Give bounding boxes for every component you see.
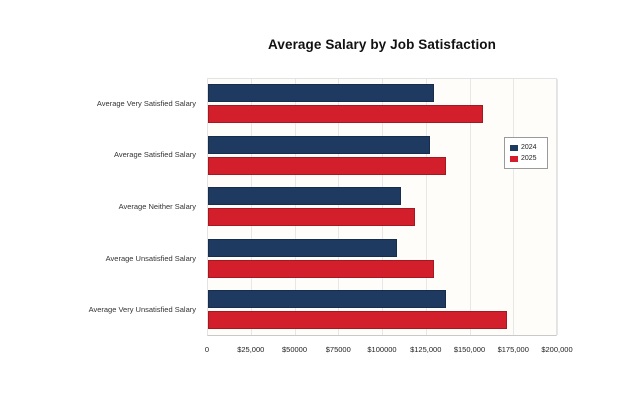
x-tick-label: $200,000: [541, 345, 573, 354]
bar-2024-group4: [208, 238, 397, 257]
x-tick-label: $100000: [367, 345, 397, 354]
gridline: [250, 79, 252, 335]
x-tick-label: $25,000: [237, 345, 265, 354]
gridline: [513, 79, 515, 335]
legend-swatch-icon: [510, 144, 518, 151]
x-tick-label: $125,000: [410, 345, 442, 354]
legend-label: 2025: [521, 155, 537, 162]
bar-2024-group3: [208, 187, 402, 206]
bar-2024-group5: [208, 290, 446, 309]
bar-2025-group4: [208, 259, 434, 278]
bar-2024-group1: [208, 84, 434, 102]
bar-2024-group2: [208, 135, 431, 154]
x-tick-label: $175,000: [497, 345, 529, 354]
x-tick-label: $75000: [325, 345, 351, 354]
x-tick-label: 0: [204, 345, 210, 354]
x-tick-label: $150,000: [453, 345, 486, 354]
gridline: [469, 79, 471, 335]
category-label: Average Satisfied Salary: [114, 150, 196, 160]
gridline: [294, 79, 296, 335]
gridline: [425, 79, 427, 335]
legend-item-2025: 2025: [510, 153, 547, 164]
category-label: Average Unsatisfied Salary: [105, 253, 196, 263]
category-label: Average Very Satisfied Salary: [96, 98, 196, 108]
bar-2025-group3: [208, 208, 415, 227]
bar-2025-group2: [208, 156, 446, 175]
legend-label: 2024: [521, 144, 537, 151]
gridline: [557, 79, 558, 335]
gridline: [382, 79, 383, 335]
category-label: Average Very Unsatisfied Salary: [88, 305, 196, 315]
x-tick-label: $50000: [281, 345, 308, 354]
bar-2025-group1: [208, 105, 483, 123]
chart-title: Average Salary by Job Satisfaction: [268, 37, 496, 52]
legend-item-2024: 2024: [510, 142, 547, 153]
gridline: [338, 79, 340, 335]
bar-2025-group5: [208, 311, 508, 330]
legend: 2024 2025: [504, 137, 548, 169]
category-label: Average Neither Salary: [118, 202, 196, 211]
plot-area: [207, 78, 558, 336]
legend-swatch-icon: [510, 155, 518, 162]
